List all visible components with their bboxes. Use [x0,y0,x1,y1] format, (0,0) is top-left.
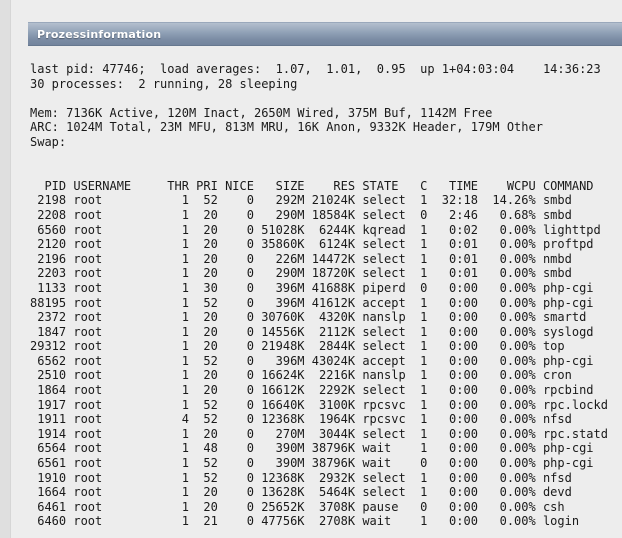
panel-title: Prozessinformation [37,27,162,41]
panel-header: Prozessinformation [28,22,622,46]
left-gutter [0,0,11,538]
process-info-panel: Prozessinformation last pid: 47746; load… [28,22,622,529]
top-output: last pid: 47746; load averages: 1.07, 1.… [30,62,608,529]
